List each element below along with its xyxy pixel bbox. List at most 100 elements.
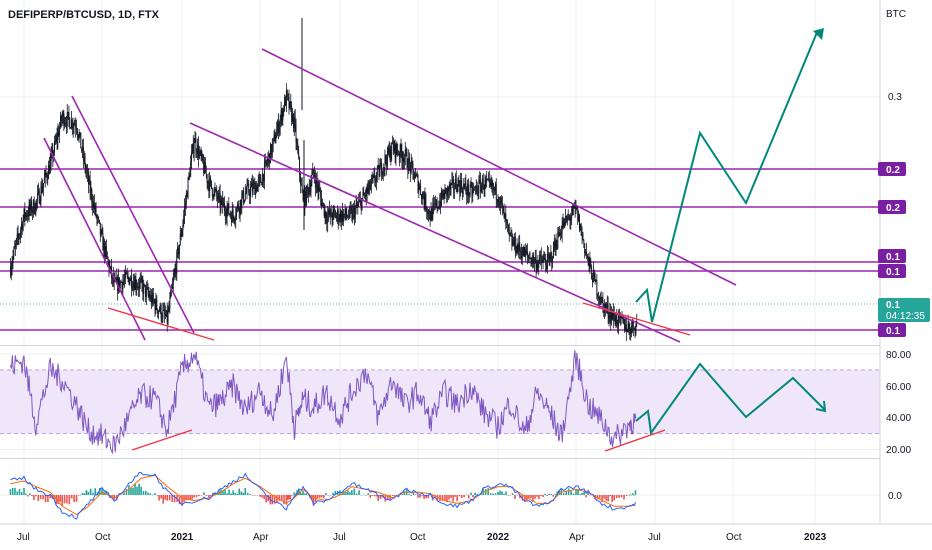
candle-body <box>542 259 544 264</box>
candle-body <box>477 192 479 194</box>
candle-body <box>167 310 169 323</box>
macd-histogram-bar <box>187 495 189 501</box>
candle-body <box>454 179 456 189</box>
candle-body <box>558 231 560 237</box>
level-badge-label: 0.1 <box>886 267 900 278</box>
macd-histogram-bar <box>251 495 254 496</box>
macd-histogram-bar <box>343 491 345 495</box>
time-axis[interactable]: Jul Oct 2021 Apr Jul Oct 2022 Apr Jul Oc… <box>17 532 827 543</box>
macd-histogram-bar <box>339 490 341 495</box>
macd-histogram-bar <box>77 495 80 496</box>
macd-histogram-bar <box>123 492 125 495</box>
macd-histogram-bar <box>256 495 259 496</box>
candle-body <box>514 236 516 253</box>
rsi-projection-path <box>635 362 826 436</box>
macd-histogram-bar <box>482 488 485 495</box>
candle-body <box>26 215 28 217</box>
candle-body <box>296 142 298 145</box>
time-tick-label: Apr <box>253 532 269 543</box>
candle-body <box>498 201 500 204</box>
macd-histogram-bar <box>203 492 205 495</box>
candle-body <box>211 180 212 189</box>
candle-body <box>374 174 376 182</box>
candle-body <box>82 146 83 151</box>
candle-body <box>422 193 424 199</box>
candle-body <box>183 214 185 224</box>
candle-body <box>358 201 360 205</box>
candle-body <box>559 232 561 236</box>
macd-histogram-bar <box>577 488 579 495</box>
candle-body <box>97 217 99 219</box>
candle-body <box>546 253 548 270</box>
candle-body <box>408 157 410 171</box>
candle-body <box>359 199 360 202</box>
macd-histogram-bar <box>156 495 158 496</box>
candle-body <box>361 198 363 210</box>
candle-body <box>49 161 51 174</box>
macd-histogram-bar <box>57 495 59 505</box>
macd-histogram-bar <box>509 495 511 496</box>
candle-body <box>376 167 378 175</box>
candle-body <box>581 233 583 235</box>
candle-body <box>507 224 509 227</box>
candle-body <box>618 313 619 326</box>
candle-body <box>590 259 592 268</box>
candle-body <box>151 293 153 304</box>
candle-body <box>567 216 569 218</box>
candle-body <box>61 116 63 122</box>
macd-histogram-bar <box>417 495 419 498</box>
candle-body <box>9 266 11 276</box>
macd-histogram-bar <box>353 488 356 495</box>
trendlines[interactable] <box>43 48 737 452</box>
candle-body <box>168 308 170 311</box>
macd-histogram-bar <box>542 495 544 498</box>
candle-body <box>88 178 90 185</box>
candle-body <box>159 305 161 312</box>
macd-axis[interactable]: 0.0 <box>888 491 902 502</box>
candle-body <box>145 287 147 297</box>
projection-paths[interactable] <box>635 28 827 436</box>
candle-body <box>204 161 205 173</box>
candle-body <box>85 168 87 171</box>
candle-body <box>522 246 524 255</box>
candle-body <box>400 144 402 153</box>
candle-body <box>411 161 413 164</box>
macd-histogram-bar <box>16 491 19 495</box>
macd-histogram-bar <box>37 495 40 501</box>
candle-body <box>100 230 102 236</box>
candle-body <box>622 318 624 323</box>
macd-histogram-bar <box>271 495 274 505</box>
candle-body <box>174 268 176 274</box>
rsi-tick-label: 60.00 <box>886 382 911 393</box>
macd-histogram-bar <box>149 493 152 495</box>
candle-body <box>470 184 472 187</box>
macd-histogram-bar <box>460 495 463 498</box>
candle-body <box>175 268 177 274</box>
rsi-pane <box>9 350 637 455</box>
candle-body <box>455 179 457 189</box>
macd-histogram-bar <box>562 493 565 495</box>
candle-body <box>134 279 136 290</box>
price-axis[interactable]: 0.3 0.2 0.2 0.1 0.1 0.1 04:12:35 0.1 <box>878 92 930 337</box>
candle-body <box>308 187 310 195</box>
candle-body <box>282 108 284 121</box>
candle-body <box>240 200 242 209</box>
candle-body <box>276 130 278 139</box>
macd-histogram-bar <box>334 490 337 495</box>
candle-body <box>337 210 339 222</box>
candle-body <box>339 212 341 220</box>
candle-body <box>300 184 302 186</box>
candle-body <box>239 200 241 213</box>
macd-histogram-bar <box>360 494 363 496</box>
candle-body <box>501 197 502 204</box>
rsi-axis[interactable]: 80.00 60.00 40.00 20.00 <box>886 350 911 456</box>
candle-body <box>349 207 351 210</box>
symbol-title[interactable]: DEFIPERP/BTCUSD, 1D, FTX <box>8 9 160 21</box>
candle-body <box>379 167 381 177</box>
candle-body <box>440 201 442 206</box>
candle-body <box>70 127 72 129</box>
macd-histogram-bar <box>154 493 156 495</box>
